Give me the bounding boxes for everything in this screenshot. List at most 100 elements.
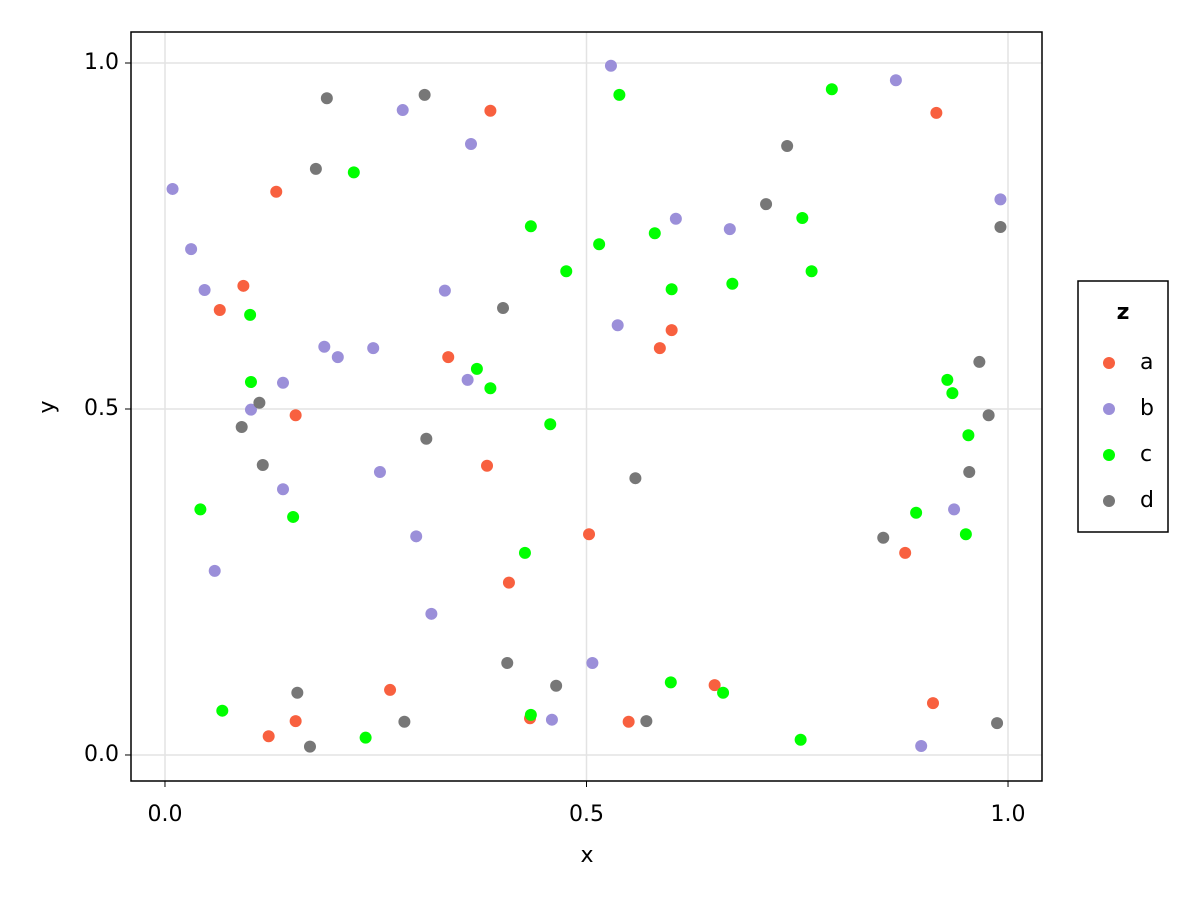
point bbox=[518, 546, 531, 559]
point bbox=[481, 459, 494, 472]
point bbox=[653, 342, 666, 355]
point bbox=[502, 576, 515, 589]
point bbox=[796, 212, 809, 225]
point bbox=[442, 351, 455, 364]
legend-marker bbox=[1103, 357, 1115, 369]
point bbox=[373, 465, 386, 478]
point bbox=[622, 715, 635, 728]
point bbox=[877, 531, 890, 544]
point bbox=[946, 387, 959, 400]
point bbox=[899, 546, 912, 559]
point bbox=[994, 221, 1007, 234]
point bbox=[583, 528, 596, 541]
point bbox=[629, 472, 642, 485]
point bbox=[291, 686, 304, 699]
point bbox=[438, 284, 451, 297]
point bbox=[425, 607, 438, 620]
point bbox=[235, 420, 248, 433]
point bbox=[497, 301, 510, 314]
point bbox=[708, 679, 721, 692]
y-tick-label: 1.0 bbox=[84, 50, 119, 75]
point bbox=[277, 483, 290, 496]
point bbox=[367, 342, 380, 355]
point bbox=[524, 708, 537, 721]
point bbox=[420, 432, 433, 445]
x-axis-label: x bbox=[580, 843, 593, 868]
point bbox=[889, 74, 902, 87]
point bbox=[805, 265, 818, 278]
legend-marker bbox=[1103, 449, 1115, 461]
point bbox=[287, 510, 300, 523]
point bbox=[359, 731, 372, 744]
point bbox=[418, 88, 431, 101]
legend-label: d bbox=[1140, 488, 1154, 513]
point bbox=[524, 220, 537, 233]
point bbox=[962, 429, 975, 442]
legend-label: b bbox=[1140, 396, 1154, 421]
point bbox=[484, 104, 497, 117]
point bbox=[484, 382, 497, 395]
point bbox=[959, 528, 972, 541]
point bbox=[318, 340, 331, 353]
point bbox=[665, 324, 678, 337]
point bbox=[545, 713, 558, 726]
y-tick-label: 0.5 bbox=[84, 396, 119, 421]
point bbox=[461, 373, 474, 386]
point bbox=[213, 304, 226, 317]
point bbox=[244, 376, 257, 389]
point bbox=[640, 715, 653, 728]
point bbox=[717, 686, 730, 699]
legend-marker bbox=[1103, 403, 1115, 415]
point bbox=[320, 92, 333, 105]
point bbox=[198, 283, 211, 296]
point bbox=[465, 137, 478, 150]
legend-label: a bbox=[1140, 350, 1153, 375]
y-axis-label: y bbox=[35, 400, 60, 413]
point bbox=[309, 162, 322, 175]
point bbox=[611, 319, 624, 332]
point bbox=[289, 409, 302, 422]
point bbox=[665, 283, 678, 296]
point bbox=[593, 238, 606, 251]
point bbox=[726, 277, 739, 290]
point bbox=[262, 730, 275, 743]
point bbox=[991, 717, 1004, 730]
point bbox=[760, 198, 773, 211]
point bbox=[648, 227, 661, 240]
x-tick-label: 0.0 bbox=[147, 802, 182, 827]
point bbox=[396, 104, 409, 117]
point bbox=[256, 459, 269, 472]
point bbox=[347, 166, 360, 179]
point bbox=[410, 530, 423, 543]
point bbox=[277, 376, 290, 389]
point bbox=[560, 265, 573, 278]
point bbox=[244, 308, 257, 321]
point bbox=[331, 351, 344, 364]
legend-marker bbox=[1103, 495, 1115, 507]
point bbox=[963, 465, 976, 478]
point bbox=[208, 564, 221, 577]
x-tick-label: 0.5 bbox=[569, 802, 604, 827]
point bbox=[253, 396, 266, 409]
point bbox=[384, 683, 397, 696]
point bbox=[501, 656, 514, 669]
point bbox=[941, 373, 954, 386]
point bbox=[994, 193, 1007, 206]
point bbox=[926, 697, 939, 710]
point bbox=[470, 362, 483, 375]
point bbox=[664, 676, 677, 689]
point bbox=[398, 715, 411, 728]
point bbox=[244, 403, 257, 416]
point bbox=[270, 185, 283, 198]
point bbox=[216, 704, 229, 717]
y-tick-label: 0.0 bbox=[84, 742, 119, 767]
point bbox=[781, 140, 794, 153]
point bbox=[550, 679, 563, 692]
legend-title: z bbox=[1117, 300, 1130, 325]
point bbox=[982, 409, 995, 422]
point bbox=[289, 715, 302, 728]
legend-label: c bbox=[1140, 442, 1152, 467]
point bbox=[194, 503, 207, 516]
point bbox=[185, 243, 198, 256]
